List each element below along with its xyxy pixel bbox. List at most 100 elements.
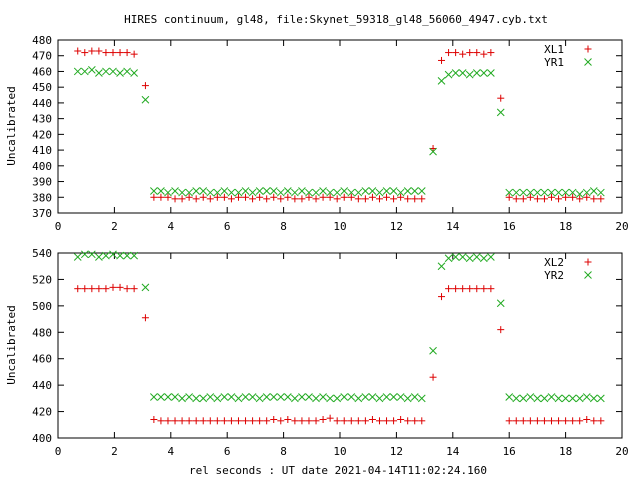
x-tick-label: 8 [280,445,287,458]
data-point [505,417,513,425]
data-point [241,393,250,401]
series-XL1 [74,47,605,203]
data-point [340,417,348,425]
y-tick-label: 420 [32,406,52,419]
y-tick-label: 430 [32,113,52,126]
data-point [375,195,383,203]
data-point [326,394,334,403]
data-point [589,394,598,403]
data-point [312,188,320,197]
data-point [319,393,327,401]
data-point [347,188,356,197]
data-point [227,188,236,197]
data-point [178,188,186,197]
data-point [452,285,460,293]
data-point [512,188,521,197]
x-tick-label: 4 [167,220,174,233]
data-point [429,147,437,156]
y-tick-label: 540 [32,247,52,260]
data-point [396,393,405,401]
data-point [234,193,242,201]
chart-title: HIRES continuum, gl48, file:Skynet_59318… [124,13,548,26]
y-tick-label: 440 [32,97,52,110]
data-point [185,188,193,197]
x-tick-label: 4 [167,445,174,458]
data-point [276,188,285,197]
data-point [206,417,214,425]
data-point [411,195,419,203]
data-point [354,195,362,203]
data-point [270,416,278,423]
data-point [496,108,505,117]
legend-label: YR1 [544,56,564,69]
data-point [157,393,165,401]
data-point [234,394,243,403]
series-YR2 [73,250,605,403]
data-point [171,195,179,203]
data-point [81,49,89,57]
data-point [548,417,555,425]
data-point [438,56,446,64]
data-point [206,195,214,203]
data-point [576,195,584,203]
data-point [263,195,271,203]
data-point [589,187,598,195]
x-tick-label: 16 [503,220,516,233]
data-point [354,394,363,403]
data-point [249,417,257,425]
data-point [361,187,370,195]
data-point [291,417,299,425]
data-point [116,283,124,291]
data-point [130,251,138,260]
data-point [459,50,467,58]
y-tick-label: 450 [32,81,52,94]
data-point [206,393,215,401]
y-axis-label: Uncalibrated [5,305,18,384]
data-point [157,187,165,195]
data-point [368,393,377,401]
data-point [347,193,355,201]
legend-marker [584,271,592,279]
x-tick-label: 12 [390,445,403,458]
data-point [269,187,278,195]
data-point [242,193,250,201]
data-point [81,285,89,293]
legend-marker [584,45,592,53]
data-point [561,394,570,403]
data-point [403,187,412,195]
data-point [220,393,229,401]
data-point [526,188,535,197]
x-tick-label: 14 [446,220,460,233]
y-tick-label: 500 [32,300,52,313]
x-tick-label: 2 [111,220,118,233]
data-point [519,417,527,425]
data-point [116,69,124,77]
data-point [497,94,505,102]
y-axis-label: Uncalibrated [5,86,18,165]
data-point [291,394,299,403]
data-point [262,393,271,401]
data-point [305,193,313,201]
data-point [305,393,313,401]
data-point [102,49,110,57]
data-point [123,285,131,293]
data-point [178,417,186,425]
data-point [445,49,453,57]
data-point [576,417,584,425]
data-point [234,188,243,197]
data-point [505,188,514,197]
data-point [533,188,542,197]
data-point [150,416,158,423]
data-point [141,314,149,322]
data-point [150,393,158,401]
data-point [382,187,391,195]
data-point [102,67,110,76]
data-point [459,285,467,293]
data-point [199,187,208,195]
data-point [403,394,412,403]
data-point [547,188,556,197]
data-point [298,187,306,195]
data-point [269,393,278,401]
data-point [466,285,474,293]
data-point [298,393,306,401]
